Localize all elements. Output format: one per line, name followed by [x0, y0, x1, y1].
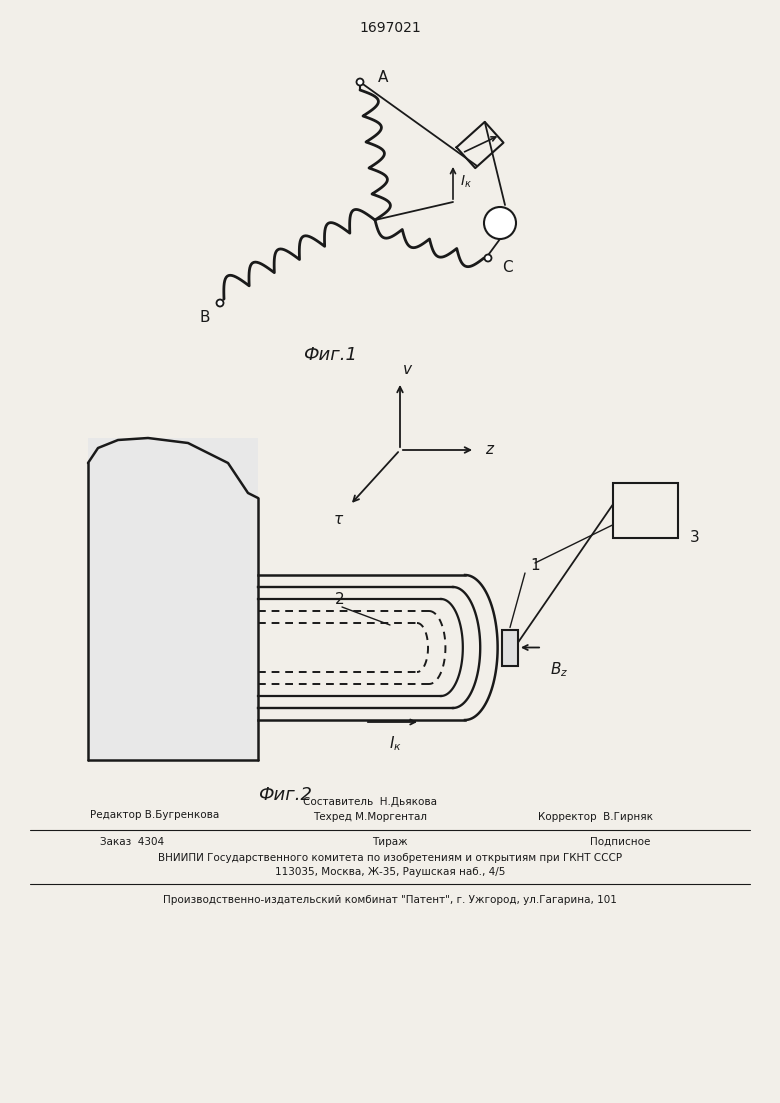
Text: Фиг.1: Фиг.1 — [303, 346, 357, 364]
Text: τ: τ — [333, 513, 342, 527]
Text: Производственно-издательский комбинат "Патент", г. Ужгород, ул.Гагарина, 101: Производственно-издательский комбинат "П… — [163, 895, 617, 904]
Text: $I_{к}$: $I_{к}$ — [460, 174, 472, 190]
Text: 2: 2 — [335, 592, 345, 608]
Circle shape — [484, 207, 516, 239]
Text: Корректор  В.Гирняк: Корректор В.Гирняк — [537, 812, 653, 822]
Text: Составитель  Н.Дьякова: Составитель Н.Дьякова — [303, 797, 437, 807]
Text: 3: 3 — [690, 531, 699, 545]
Text: z: z — [485, 442, 493, 458]
Text: B: B — [200, 311, 211, 325]
Text: 113035, Москва, Ж-35, Раушская наб., 4/5: 113035, Москва, Ж-35, Раушская наб., 4/5 — [275, 867, 505, 877]
Circle shape — [484, 255, 491, 261]
Text: Техред М.Моргентал: Техред М.Моргентал — [313, 812, 427, 822]
Circle shape — [217, 300, 224, 307]
Text: C: C — [502, 260, 512, 276]
Text: $B_{z}$: $B_{z}$ — [550, 661, 568, 678]
Text: Заказ  4304: Заказ 4304 — [100, 837, 164, 847]
Bar — [502, 630, 518, 665]
Text: Фиг.2: Фиг.2 — [258, 786, 312, 804]
Text: 1: 1 — [530, 557, 540, 572]
Text: Редактор В.Бугренкова: Редактор В.Бугренкова — [90, 810, 220, 820]
Text: Подписное: Подписное — [590, 837, 651, 847]
Bar — [88, 438, 258, 760]
Circle shape — [356, 78, 363, 86]
Text: ВНИИПИ Государственного комитета по изобретениям и открытиям при ГКНТ СССР: ВНИИПИ Государственного комитета по изоб… — [158, 853, 622, 863]
Text: A: A — [378, 69, 388, 85]
Text: Тираж: Тираж — [372, 837, 408, 847]
Text: A: A — [496, 216, 504, 229]
Text: $I_{к}$: $I_{к}$ — [388, 735, 402, 753]
Text: 1697021: 1697021 — [359, 21, 421, 35]
Text: v: v — [403, 363, 412, 377]
Bar — [612, 482, 678, 537]
